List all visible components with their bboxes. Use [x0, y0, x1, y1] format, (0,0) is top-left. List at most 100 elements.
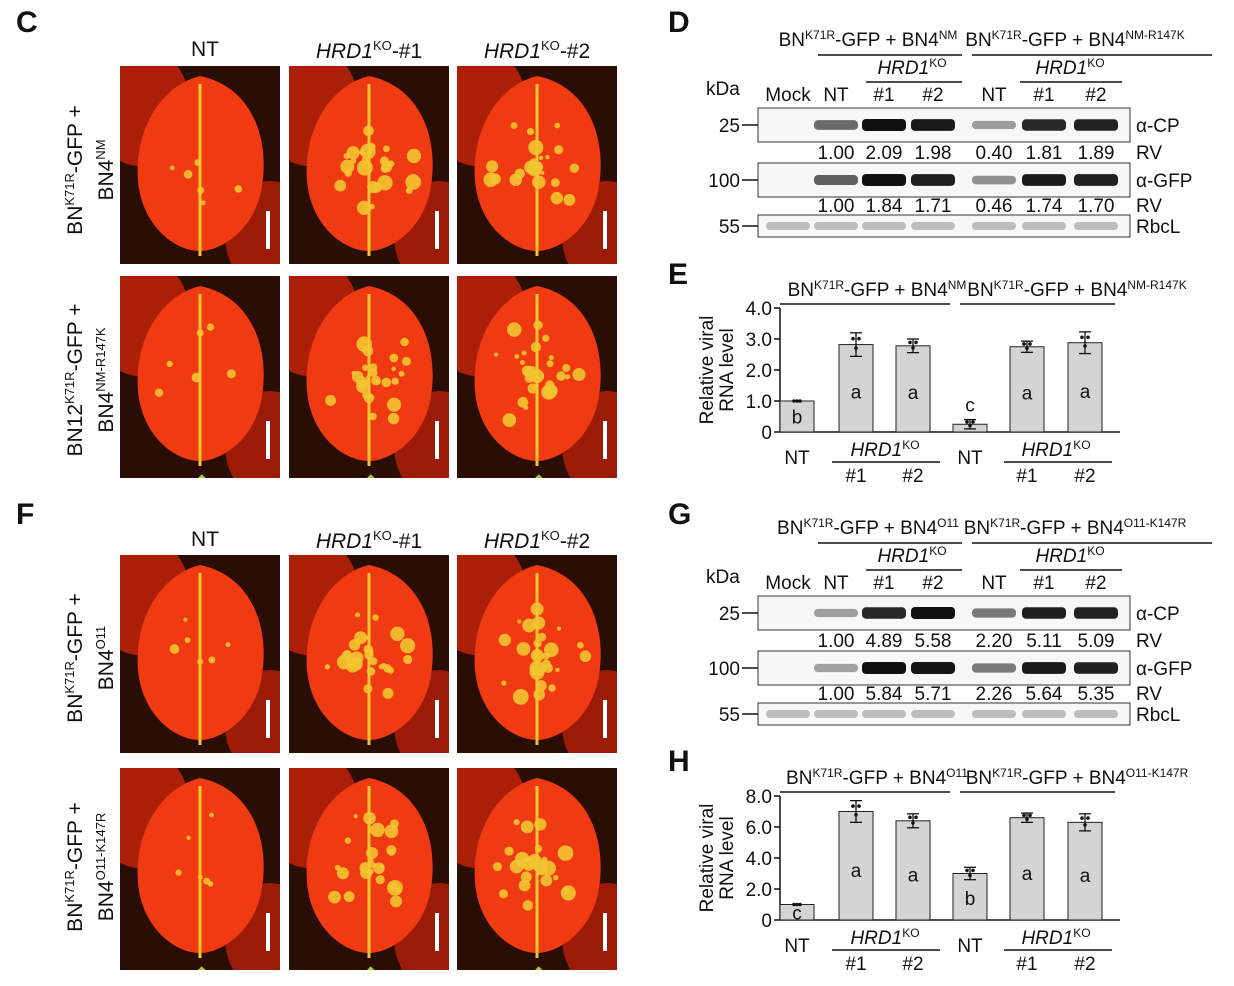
chlorotic-spot [362, 391, 371, 400]
rv-value-gfp: 5.64 [1026, 684, 1063, 705]
y-tick-label: 4.0 [746, 849, 772, 870]
leaf-photo-image [120, 555, 280, 753]
rv-value-gfp: 1.00 [818, 684, 855, 705]
bar [838, 811, 874, 921]
leaf-photo-image [289, 66, 449, 264]
blot-band [911, 174, 955, 186]
chlorotic-spot [356, 336, 373, 352]
chlorotic-spot [541, 860, 548, 867]
data-point [795, 902, 799, 907]
x-label: NT [784, 936, 810, 957]
chlorotic-spot [391, 377, 399, 386]
chlorotic-spot [387, 397, 402, 412]
bar [838, 344, 874, 433]
chlorotic-spot [353, 814, 358, 819]
data-point [911, 346, 915, 350]
data-point [798, 399, 802, 403]
y-tick-label: 0 [761, 911, 772, 932]
group-header-1: BNK71R-GFP + BN4O11 [777, 516, 959, 539]
chlorotic-spot [534, 845, 543, 853]
chlorotic-spot [362, 865, 369, 872]
data-point [971, 420, 975, 424]
chlorotic-spot [513, 819, 520, 826]
chlorotic-spot [526, 127, 535, 136]
scale-bar [603, 421, 607, 459]
chlorotic-spot [362, 364, 369, 371]
y-axis-label: Relative viralRNA level [697, 316, 738, 425]
blot-band [1022, 607, 1066, 619]
chlorotic-spot [518, 879, 531, 892]
chlorotic-spot [360, 143, 376, 160]
chlorotic-spot [533, 639, 542, 648]
blot-band [972, 710, 1016, 718]
blot-band [862, 119, 906, 131]
blot-band [814, 222, 858, 230]
group-header-2: BNK71R-GFP + BN4NM-R147K [967, 278, 1186, 301]
chlorotic-spot [183, 617, 188, 622]
chlorotic-spot [403, 654, 413, 665]
chlorotic-spot [375, 875, 385, 885]
leaf-photo-image [120, 276, 280, 478]
chlorotic-spot [389, 353, 399, 363]
chlorotic-spot [550, 191, 563, 205]
chlorotic-spot [401, 356, 411, 366]
row-label-f1: BNK71R-GFP + BN4O11 [62, 593, 118, 723]
ko-label-2: HRD1KO [1021, 438, 1090, 461]
data-point [857, 804, 861, 808]
lane-label: NT [981, 573, 1007, 594]
chlorotic-spot [557, 845, 574, 861]
leaf-photo-image [120, 66, 280, 264]
data-point [1086, 335, 1090, 340]
x-label: #2 [1074, 466, 1095, 487]
chlorotic-spot [517, 396, 529, 408]
chlorotic-spot [387, 666, 395, 674]
chlorotic-spot [368, 368, 378, 378]
chlorotic-spot [348, 639, 361, 651]
group-header-2: BNK71R-GFP + BN4O11-K147R [966, 766, 1189, 789]
leaf-petiole [367, 474, 375, 478]
data-point [1028, 342, 1032, 346]
chlorotic-spot [209, 812, 214, 818]
chlorotic-spot [553, 874, 559, 881]
rv-value-gfp: 1.84 [866, 196, 903, 217]
chlorotic-spot [365, 374, 371, 380]
scale-bar [603, 700, 607, 738]
blot-band [911, 222, 955, 230]
leaf-photo-image [289, 276, 449, 478]
chlorotic-spot [502, 413, 517, 427]
blot-band [1074, 710, 1118, 718]
chlorotic-spot [522, 618, 536, 633]
y-tick-label: 0 [761, 423, 772, 444]
scale-bar [266, 211, 270, 249]
rv-value-gfp: 1.74 [1026, 196, 1063, 217]
data-point [792, 399, 796, 403]
group-header-1: BNK71R-GFP + BN4O11 [786, 766, 968, 789]
chlorotic-spot [386, 845, 397, 856]
data-point [792, 902, 796, 907]
panel-label-f: F [16, 498, 35, 531]
blot-band [814, 710, 858, 718]
column-header-ko2-f: HRD1KO-#2 [483, 528, 591, 553]
y-tick-label: 4.0 [746, 299, 772, 320]
molecular-weight-marker: 100 [708, 171, 740, 192]
row-label-f2: BNK71R-GFP + BN4O11-K147R [62, 802, 118, 932]
x-label: #1 [845, 466, 866, 487]
bar [895, 345, 931, 433]
chlorotic-spot [369, 657, 378, 666]
leaf-photo [289, 768, 449, 970]
x-label: NT [957, 936, 983, 957]
chart-svg: BNK71R-GFP + BN4NM BNK71R-GFP + BN4NM-R14… [697, 278, 1187, 487]
chlorotic-spot [405, 187, 413, 194]
chlorotic-spot [368, 858, 374, 864]
scale-bar [435, 913, 439, 951]
scale-bar [435, 421, 439, 459]
chlorotic-spot [406, 148, 422, 164]
blot-svg: BNK71R-GFP + BN4NM BNK71R-GFP + BN4NM-R14… [706, 28, 1212, 238]
lane-label: Mock [765, 573, 811, 594]
ko-header-2: HRD1KO [1035, 544, 1104, 567]
blot-band [911, 607, 955, 619]
chlorotic-spot [545, 155, 550, 160]
rv-label: RV [1136, 143, 1162, 164]
ko-label-1: HRD1KO [850, 438, 919, 461]
data-point [1083, 823, 1087, 827]
